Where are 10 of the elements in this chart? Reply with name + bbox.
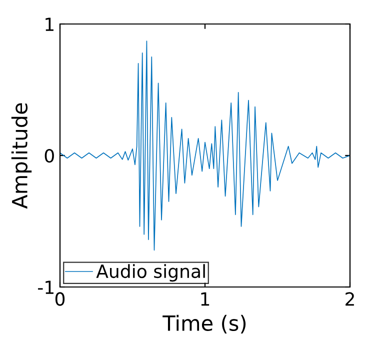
x-tick-label: 0 [55,292,65,306]
y-axis-title: Amplitude [11,103,32,209]
x-tick-label: 2 [346,292,354,306]
y-tick-label: 0 [44,148,54,163]
x-axis-title: Time (s) [162,314,246,334]
y-tick-label: -1 [38,280,54,294]
y-tick-label: 1 [46,18,54,31]
x-tick-label: 1 [201,292,210,306]
line-series [60,40,350,251]
legend-label: Audio signal [96,264,205,282]
